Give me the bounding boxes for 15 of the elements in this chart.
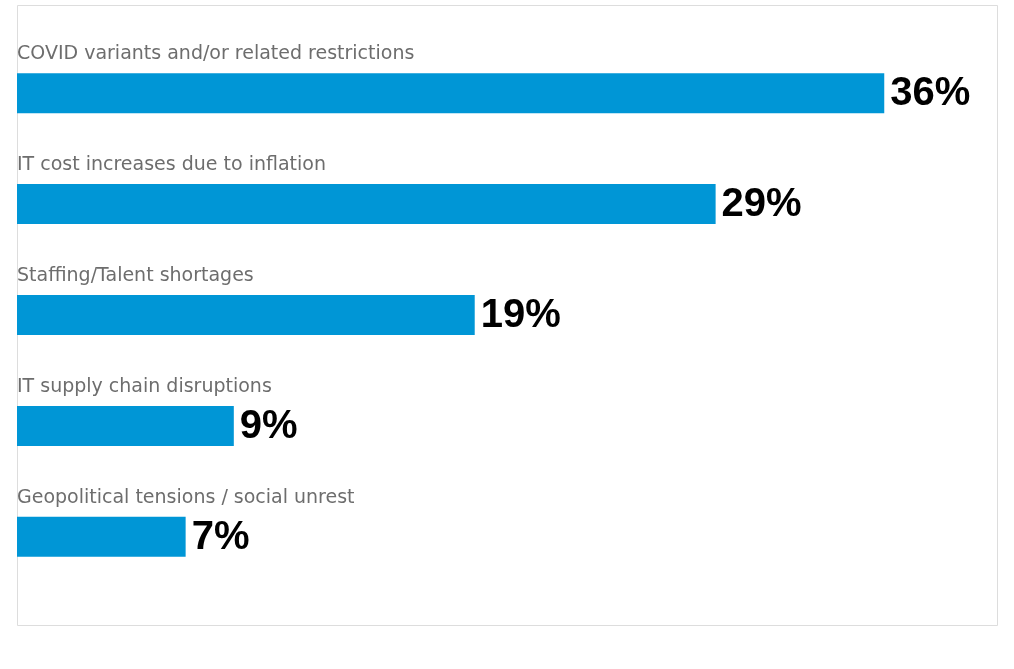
y-tick-label: COVID variants and/or related restrictions: [17, 41, 415, 64]
bar: [17, 184, 716, 225]
data-label: 7%: [191, 512, 250, 557]
data-label: 9%: [239, 401, 298, 446]
bar: [17, 73, 885, 114]
y-tick-label: Geopolitical tensions / social unrest: [17, 484, 355, 507]
y-tick-label: IT supply chain disruptions: [17, 373, 272, 396]
bar: [17, 516, 186, 557]
data-label: 36%: [890, 69, 971, 114]
data-label: 29%: [721, 180, 802, 225]
bar: [17, 405, 234, 446]
y-tick-label: IT cost increases due to inflation: [17, 152, 327, 175]
bar: [17, 295, 475, 335]
data-label: 19%: [480, 291, 561, 335]
y-tick-label: Staffing/Talent shortages: [17, 263, 254, 285]
